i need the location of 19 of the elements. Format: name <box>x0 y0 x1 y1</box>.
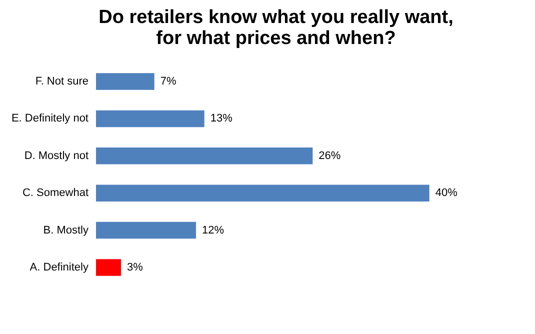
data-label: 13% <box>210 112 233 125</box>
data-label: 26% <box>318 150 341 162</box>
bar <box>96 73 154 90</box>
bar <box>96 110 204 128</box>
y-tick-label: A. Definitely <box>30 261 89 274</box>
chart-title: Do retailers know what you really want, for what prices and when? <box>98 7 454 49</box>
data-label: 12% <box>202 224 224 236</box>
data-label: 3% <box>127 261 144 274</box>
y-tick-label: B. Mostly <box>43 224 89 236</box>
y-tick-label: F. Not sure <box>35 76 88 88</box>
bar <box>96 148 313 164</box>
data-label: 40% <box>435 187 458 200</box>
y-tick-label: E. Definitely not <box>11 112 88 125</box>
y-tick-label: C. Somewhat <box>22 187 88 200</box>
bar <box>96 184 430 202</box>
bar <box>96 259 121 276</box>
bar <box>96 222 196 239</box>
y-tick-label: D. Mostly not <box>24 150 88 162</box>
data-label: 7% <box>160 76 176 88</box>
